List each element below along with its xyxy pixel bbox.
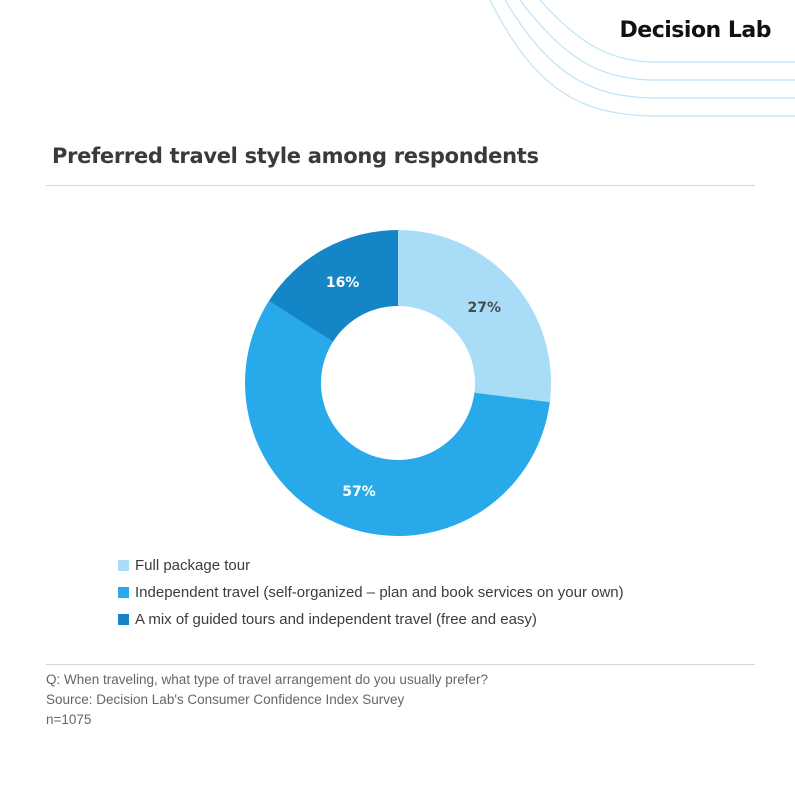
legend-item: Independent travel (self-organized – pla… [118, 579, 624, 606]
legend-item: Full package tour [118, 552, 624, 579]
legend-swatch [118, 560, 129, 571]
slice-label: 27% [468, 300, 502, 316]
chart-legend: Full package tour Independent travel (se… [118, 552, 624, 633]
divider-bottom [46, 664, 755, 665]
divider-top [46, 185, 755, 186]
slice-label: 57% [342, 484, 376, 500]
legend-swatch [118, 614, 129, 625]
brand-logo: Decision Lab [619, 18, 772, 43]
legend-label: Full package tour [135, 557, 251, 574]
donut-chart: 27% 57% 16% [245, 230, 552, 536]
survey-question: Q: When traveling, what type of travel a… [46, 672, 488, 687]
slice-label: 16% [326, 275, 360, 291]
data-source: Source: Decision Lab's Consumer Confiden… [46, 692, 405, 707]
donut-slice [245, 301, 550, 536]
chart-footer: Q: When traveling, what type of travel a… [46, 670, 488, 730]
legend-label: Independent travel (self-organized – pla… [135, 584, 624, 601]
decorative-lines [489, 0, 795, 117]
donut-slice [268, 230, 398, 342]
legend-item: A mix of guided tours and independent tr… [118, 606, 624, 633]
chart-title: Preferred travel style among respondents [52, 144, 539, 168]
legend-swatch [118, 587, 129, 598]
donut-slice [398, 230, 552, 403]
sample-size: n=1075 [46, 712, 92, 727]
legend-label: A mix of guided tours and independent tr… [135, 611, 537, 628]
